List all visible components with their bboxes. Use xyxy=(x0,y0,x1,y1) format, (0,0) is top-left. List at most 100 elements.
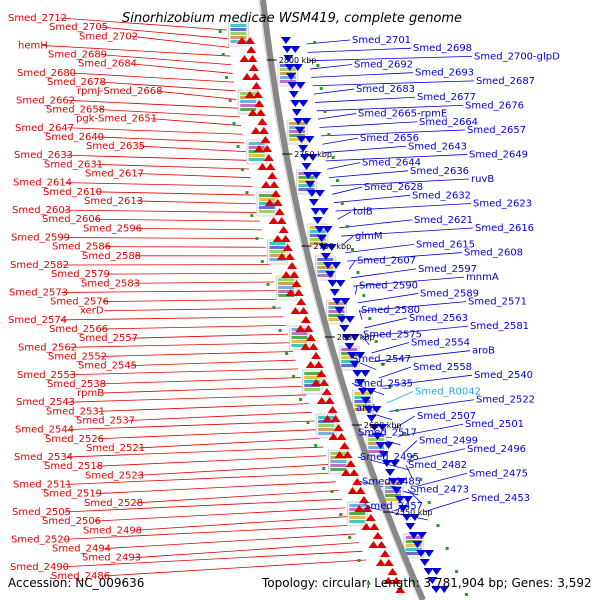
gene-label-right: Smed_2473 xyxy=(410,485,469,496)
callout-line-left xyxy=(94,218,260,222)
reverse-gene-arrow xyxy=(283,55,294,62)
reverse-gene-arrow xyxy=(352,370,363,377)
callout-line-right xyxy=(358,309,363,320)
callout-line-left xyxy=(103,272,273,275)
gene-label-right: Smed_2643 xyxy=(408,141,467,152)
forward-gene-arrow xyxy=(272,235,283,242)
callout-line-right xyxy=(333,194,411,204)
gene-label-right: Smed_2698 xyxy=(413,43,472,54)
callout-line-right xyxy=(312,80,475,87)
gene-label-right: Smed_2676 xyxy=(465,100,524,111)
reverse-gene-arrow xyxy=(431,586,442,593)
feature-stripe xyxy=(240,104,257,107)
gene-label-right: Smed_2623 xyxy=(473,199,532,210)
callout-line-left xyxy=(131,35,230,48)
forward-gene-arrow xyxy=(272,199,283,206)
callout-line-right xyxy=(319,121,418,128)
feature-stripe xyxy=(240,100,257,103)
forward-gene-arrow xyxy=(328,433,339,440)
rna-feature-mark xyxy=(327,133,331,136)
callout-line-right xyxy=(335,203,472,212)
reverse-gene-arrow xyxy=(341,334,352,341)
feature-stripe xyxy=(248,142,265,145)
callout-line-right xyxy=(355,285,358,295)
reverse-gene-arrow xyxy=(318,208,329,215)
forward-gene-arrow xyxy=(278,226,289,233)
rna-feature-mark xyxy=(299,398,303,401)
feature-stripe xyxy=(269,254,286,257)
callout-line-left xyxy=(67,420,315,431)
feature-stripe xyxy=(385,494,402,497)
reverse-gene-arrow xyxy=(394,496,405,503)
reverse-gene-arrow xyxy=(291,109,302,116)
reverse-gene-arrow xyxy=(419,559,430,566)
feature-stripe xyxy=(291,344,308,347)
reverse-gene-arrow xyxy=(335,280,346,287)
gene-label-right: Smed_2457 xyxy=(364,501,423,512)
gene-label-right: Smed_2628 xyxy=(364,182,423,193)
reverse-gene-arrow xyxy=(424,550,435,557)
feature-stripe xyxy=(269,242,286,245)
feature-stripe xyxy=(258,198,275,201)
gene-label-left: Smed_2610 xyxy=(43,187,102,198)
feature-stripe xyxy=(230,36,247,39)
rna-feature-mark xyxy=(388,386,392,389)
forward-gene-arrow xyxy=(254,100,265,107)
callout-line-right xyxy=(403,440,418,454)
rna-feature-mark xyxy=(330,490,334,493)
gene-label-right: argI xyxy=(356,403,375,414)
forward-gene-arrow xyxy=(322,415,333,422)
reverse-gene-arrow xyxy=(295,82,306,89)
forward-gene-arrow xyxy=(268,217,279,224)
callout-line-right xyxy=(310,64,353,70)
reverse-gene-arrow xyxy=(360,370,371,377)
reverse-gene-arrow xyxy=(326,244,337,251)
rna-feature-mark xyxy=(228,99,232,102)
gene-label-right: tolB xyxy=(353,207,373,218)
forward-gene-arrow xyxy=(293,289,304,296)
callout-line-right xyxy=(316,105,464,112)
gene-label-right: Smed_2608 xyxy=(464,248,523,259)
reverse-gene-arrow xyxy=(292,64,303,71)
callout-line-right xyxy=(315,96,416,103)
callout-line-right xyxy=(332,186,363,195)
rna-feature-mark xyxy=(367,582,371,585)
reverse-gene-arrow xyxy=(329,289,340,296)
forward-gene-arrow xyxy=(246,46,257,53)
reverse-gene-arrow xyxy=(355,379,366,386)
gene-label-right: glmM xyxy=(355,231,383,242)
callout-line-left xyxy=(63,524,352,540)
feature-stripe xyxy=(317,274,334,277)
gene-label-left: Smed_2613 xyxy=(84,196,143,207)
reverse-gene-arrow xyxy=(423,568,434,575)
forward-gene-arrow xyxy=(267,172,278,179)
rna-feature-mark xyxy=(291,375,295,378)
forward-gene-arrow xyxy=(334,451,345,458)
callout-line-left xyxy=(134,542,359,559)
forward-gene-arrow xyxy=(244,37,255,44)
rna-feature-mark xyxy=(374,340,378,343)
callout-line-left xyxy=(131,333,289,339)
forward-gene-arrow xyxy=(383,577,394,584)
rna-feature-mark xyxy=(322,467,326,470)
rna-feature-mark xyxy=(323,110,327,113)
rna-feature-mark xyxy=(340,202,344,205)
feature-stripe xyxy=(341,356,358,359)
feature-stripe xyxy=(349,512,366,515)
gene-label-right: Smed_2554 xyxy=(411,337,470,348)
forward-gene-arrow xyxy=(303,325,314,332)
feature-stripe xyxy=(349,504,366,507)
callout-line-left xyxy=(65,472,333,485)
gene-label-right: Smed_2687 xyxy=(476,76,535,87)
gene-label-right: mnmA xyxy=(466,272,499,283)
forward-gene-arrow xyxy=(298,307,309,314)
forward-gene-arrow xyxy=(251,82,262,89)
gene-label-left: Smed_2705 xyxy=(49,22,108,33)
forward-gene-arrow xyxy=(387,568,398,575)
gene-label-left: Smed_2603 xyxy=(12,205,71,216)
forward-gene-arrow xyxy=(270,190,281,197)
gene-label-left: Smed_2640 xyxy=(45,132,104,143)
rna-feature-mark xyxy=(240,168,244,171)
feature-stripe xyxy=(349,520,366,523)
reverse-gene-arrow xyxy=(311,172,322,179)
